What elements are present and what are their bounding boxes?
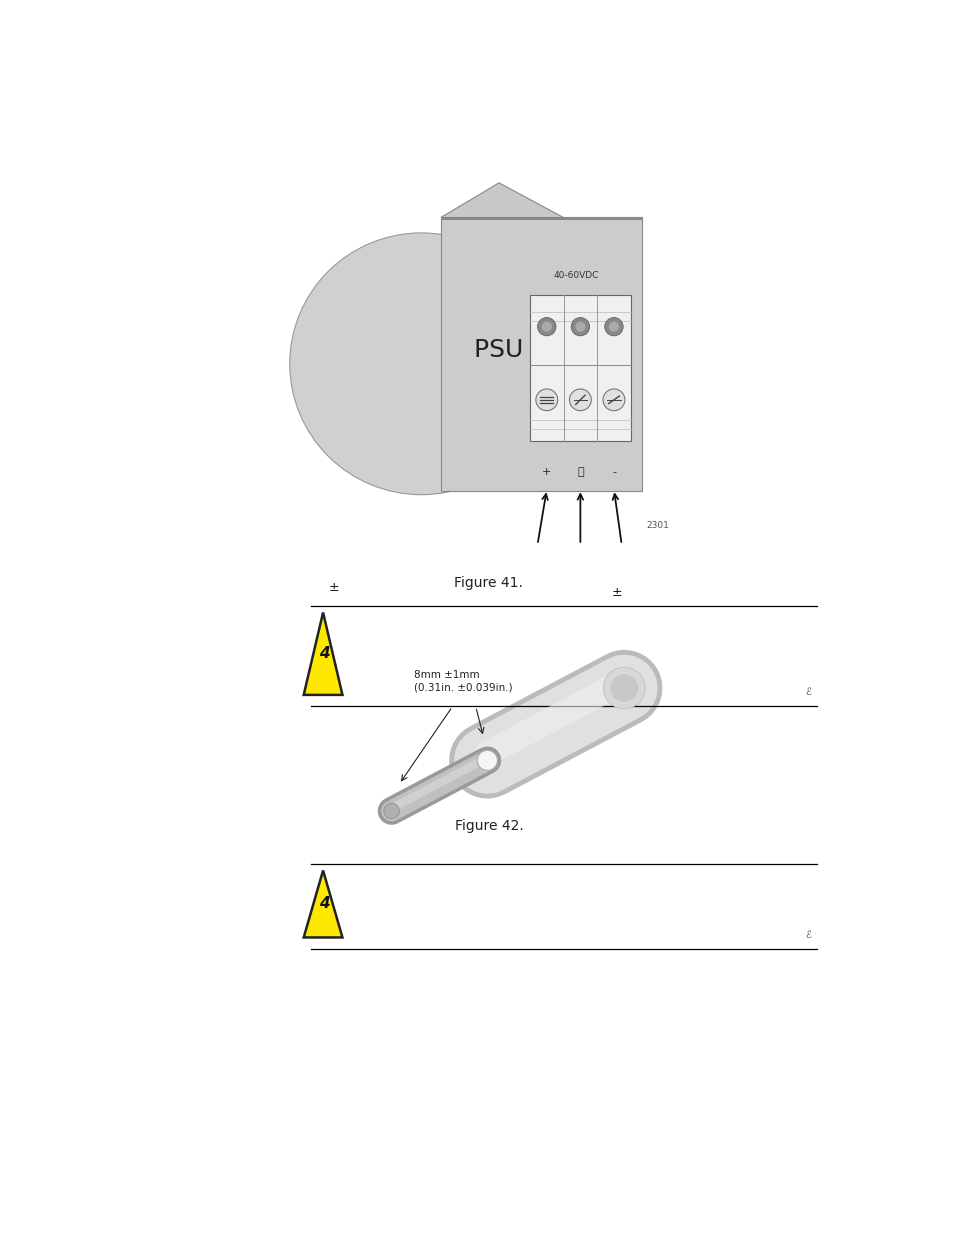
Text: ±: ± [611,585,621,599]
Circle shape [569,389,591,411]
Polygon shape [303,871,342,937]
Circle shape [541,321,551,332]
Text: Figure 41.: Figure 41. [454,577,523,590]
Circle shape [602,389,624,411]
Circle shape [604,317,622,336]
Text: 2301: 2301 [645,521,668,530]
Text: ℰ: ℰ [804,687,810,698]
Circle shape [383,803,399,819]
Circle shape [536,389,558,411]
Circle shape [608,321,618,332]
Bar [440,217,641,490]
Circle shape [290,233,553,495]
Text: ±: ± [328,580,338,594]
Text: -: - [611,467,616,477]
Text: Figure 42.: Figure 42. [454,819,523,832]
Circle shape [537,317,556,336]
Text: PSU 1: PSU 1 [474,338,547,362]
Circle shape [602,667,644,709]
Text: 8mm ±1mm
(0.31in. ±0.039in.): 8mm ±1mm (0.31in. ±0.039in.) [414,671,512,693]
Circle shape [575,321,585,332]
Text: 40-60VDC: 40-60VDC [554,270,598,280]
Circle shape [610,674,638,701]
Text: ℰ: ℰ [804,930,810,940]
Text: 4: 4 [319,646,330,661]
Polygon shape [303,613,342,695]
Bar [530,294,630,441]
Polygon shape [440,183,641,259]
Text: 4: 4 [319,897,330,911]
Circle shape [476,751,497,771]
Text: +: + [541,467,551,477]
Circle shape [571,317,589,336]
Text: ⏚: ⏚ [577,467,583,477]
